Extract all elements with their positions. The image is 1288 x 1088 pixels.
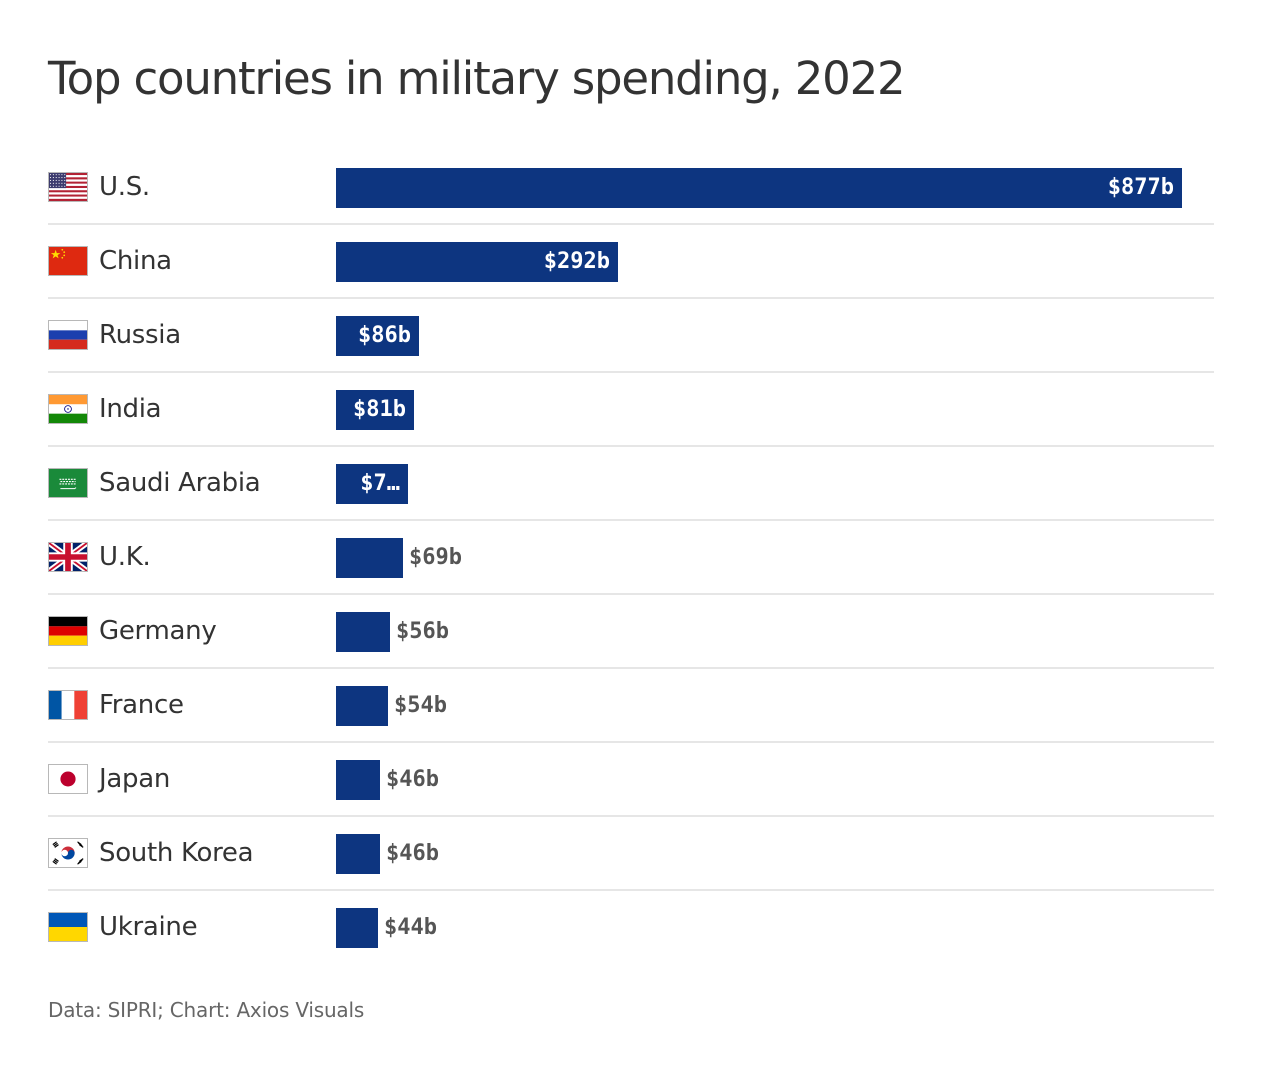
data-label: $292b bbox=[543, 249, 610, 274]
india-flag-icon bbox=[48, 394, 88, 424]
bar-row-france: France $54b bbox=[48, 669, 1214, 743]
chart-title: Top countries in military spending, 2022 bbox=[48, 52, 906, 105]
category-label: Ukraine bbox=[99, 912, 198, 942]
bar-ukraine bbox=[336, 908, 378, 948]
bar-russia bbox=[336, 316, 419, 356]
south-korea-flag-icon bbox=[48, 838, 88, 868]
bar-row-u-s: U.S. $877b bbox=[48, 151, 1214, 225]
bar-u-s bbox=[336, 168, 1182, 208]
data-label: $81b bbox=[353, 397, 406, 422]
data-label: $46b bbox=[386, 767, 439, 792]
data-label: $86b bbox=[358, 323, 411, 348]
bar-germany bbox=[336, 612, 390, 652]
category-label: Germany bbox=[99, 616, 217, 646]
bar-row-u-k: U.K. $69b bbox=[48, 521, 1214, 595]
germany-flag-icon bbox=[48, 616, 88, 646]
russia-flag-icon bbox=[48, 320, 88, 350]
category-label: Saudi Arabia bbox=[99, 468, 261, 498]
saudi-arabia-flag-icon bbox=[48, 468, 88, 498]
bar-south-korea bbox=[336, 834, 380, 874]
data-label: $54b bbox=[394, 693, 447, 718]
bar-india bbox=[336, 390, 414, 430]
bar-chart: U.S. $877b China $292b Russia $86b India $81b Sa… bbox=[48, 151, 1214, 965]
data-label: $44b bbox=[384, 915, 437, 940]
bar-row-russia: Russia $86b bbox=[48, 299, 1214, 373]
ukraine-flag-icon bbox=[48, 912, 88, 942]
category-label: Japan bbox=[99, 764, 171, 794]
chart-source: Data: SIPRI; Chart: Axios Visuals bbox=[48, 998, 365, 1022]
bar-row-saudi-arabia: Saudi Arabia $7… bbox=[48, 447, 1214, 521]
data-label: $56b bbox=[396, 619, 449, 644]
category-label: South Korea bbox=[99, 838, 254, 868]
bar-saudi-arabia bbox=[336, 464, 408, 504]
bar-u-k bbox=[336, 538, 403, 578]
category-label: India bbox=[99, 394, 162, 424]
bar-france bbox=[336, 686, 388, 726]
category-label: U.S. bbox=[99, 172, 150, 202]
uk-flag-icon bbox=[48, 542, 88, 572]
bar-row-japan: Japan $46b bbox=[48, 743, 1214, 817]
china-flag-icon bbox=[48, 246, 88, 276]
data-label: $69b bbox=[409, 545, 462, 570]
france-flag-icon bbox=[48, 690, 88, 720]
japan-flag-icon bbox=[48, 764, 88, 794]
bar-row-germany: Germany $56b bbox=[48, 595, 1214, 669]
data-label: $877b bbox=[1107, 175, 1174, 200]
bar-row-ukraine: Ukraine $44b bbox=[48, 891, 1214, 965]
category-label: China bbox=[99, 246, 172, 276]
us-flag-icon bbox=[48, 172, 88, 202]
bar-row-china: China $292b bbox=[48, 225, 1214, 299]
bar-japan bbox=[336, 760, 380, 800]
category-label: France bbox=[99, 690, 184, 720]
category-label: Russia bbox=[99, 320, 181, 350]
data-label: $7… bbox=[360, 471, 400, 496]
data-label: $46b bbox=[386, 841, 439, 866]
bar-row-south-korea: South Korea $46b bbox=[48, 817, 1214, 891]
bar-row-india: India $81b bbox=[48, 373, 1214, 447]
bar-china bbox=[336, 242, 618, 282]
category-label: U.K. bbox=[99, 542, 151, 572]
